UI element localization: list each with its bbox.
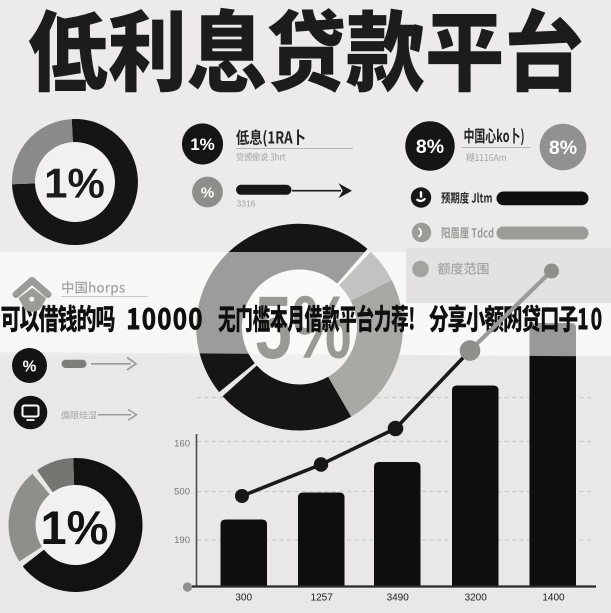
svg-text:1%: 1% [44, 160, 105, 207]
svg-text:1400: 1400 [542, 593, 565, 604]
svg-text:8%: 8% [549, 137, 577, 159]
svg-text:3490: 3490 [387, 593, 410, 604]
svg-text:3200: 3200 [465, 593, 488, 604]
svg-text:8%: 8% [416, 136, 444, 158]
svg-text:1257: 1257 [311, 593, 334, 604]
svg-text:160: 160 [174, 439, 190, 450]
svg-text:%: % [201, 185, 214, 202]
svg-text:3316: 3316 [237, 199, 256, 209]
svg-text:%: % [23, 358, 37, 375]
svg-text:1%: 1% [41, 501, 109, 554]
svg-text:5%: 5% [255, 277, 352, 377]
svg-text:190: 190 [174, 535, 190, 546]
svg-text:1%: 1% [190, 135, 215, 154]
svg-text:500: 500 [174, 487, 190, 498]
svg-text:300: 300 [235, 593, 252, 604]
